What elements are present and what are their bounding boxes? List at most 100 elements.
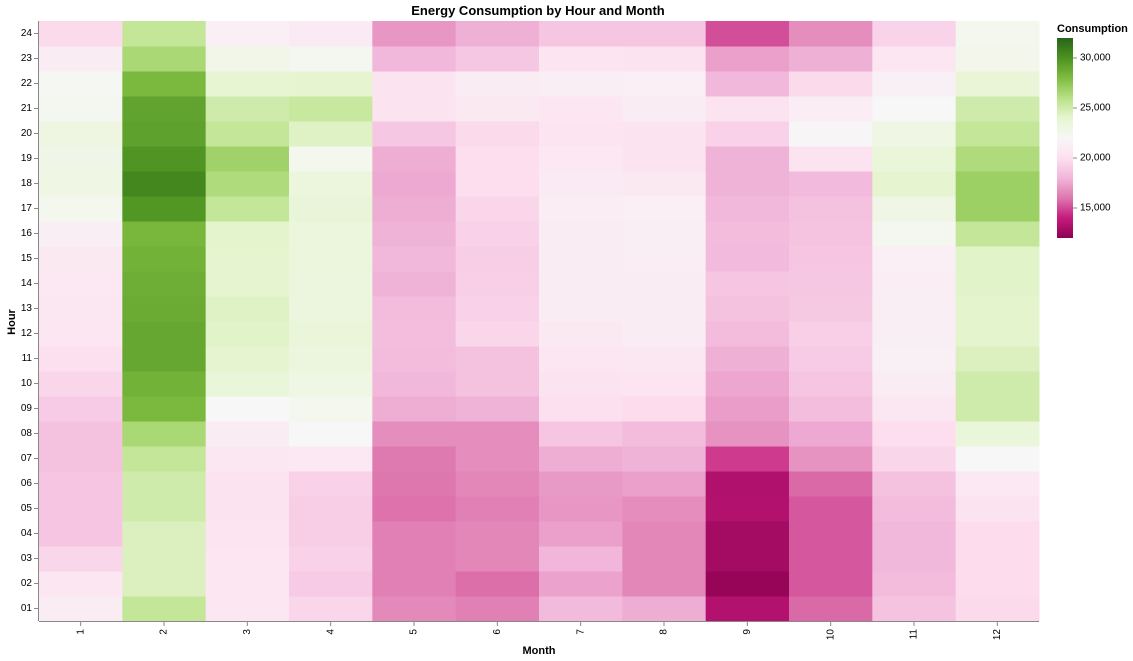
heatmap-cell <box>622 346 707 372</box>
heatmap-cell <box>955 271 1040 297</box>
heatmap-cell <box>622 21 707 47</box>
heatmap-cell <box>622 196 707 222</box>
heatmap-cell <box>372 521 457 547</box>
y-tick-label: 22 <box>21 78 33 89</box>
y-tick-label: 16 <box>21 228 33 239</box>
heatmap-cell <box>289 596 373 622</box>
y-tick-label: 02 <box>21 578 33 589</box>
x-tick-label: 12 <box>992 629 1003 641</box>
heatmap-cell <box>622 171 707 197</box>
heatmap-cell <box>955 246 1040 272</box>
heatmap-cell <box>872 96 957 122</box>
heatmap-cell <box>789 196 873 222</box>
heatmap-cell <box>289 321 373 347</box>
heatmap-cell <box>789 21 873 47</box>
heatmap-cell <box>539 146 623 172</box>
x-tick-label: 2 <box>159 629 170 635</box>
heatmap-cell <box>372 546 457 572</box>
heatmap-cell <box>289 46 373 72</box>
heatmap-cell <box>872 596 957 622</box>
y-tick-label: 04 <box>21 528 33 539</box>
x-tick-label: 1 <box>75 629 86 635</box>
heatmap-cell <box>872 346 957 372</box>
heatmap-cell <box>955 171 1040 197</box>
heatmap-cell <box>789 346 873 372</box>
heatmap-cell <box>955 146 1040 172</box>
heatmap-cell <box>872 171 957 197</box>
heatmap-cell <box>539 371 623 397</box>
heatmap-cell <box>205 346 290 372</box>
heatmap-cell <box>955 596 1040 622</box>
y-tick-label: 13 <box>21 303 33 314</box>
heatmap-cell <box>122 371 207 397</box>
heatmap-cell <box>789 496 873 522</box>
heatmap-cell <box>39 196 123 222</box>
heatmap-cell <box>205 121 290 147</box>
heatmap-cell <box>122 496 207 522</box>
heatmap-cell <box>39 96 123 122</box>
x-axis-title: Month <box>523 645 556 657</box>
heatmap-cell <box>872 521 957 547</box>
heatmap-cell <box>622 321 707 347</box>
heatmap-cell <box>39 396 123 422</box>
heatmap-cell <box>705 21 790 47</box>
heatmap-cell <box>872 221 957 247</box>
y-tick-label: 14 <box>21 278 33 289</box>
y-tick-label: 15 <box>21 253 33 264</box>
heatmap-cell <box>622 121 707 147</box>
heatmap-cell <box>789 296 873 322</box>
heatmap-cell <box>539 346 623 372</box>
heatmap-cell <box>205 371 290 397</box>
heatmap-cell <box>872 21 957 47</box>
heatmap-cell <box>455 71 540 97</box>
heatmap-cell <box>39 171 123 197</box>
heatmap-cell <box>289 571 373 597</box>
heatmap-cell <box>205 321 290 347</box>
heatmap-cell <box>955 546 1040 572</box>
heatmap-cell <box>955 371 1040 397</box>
heatmap-cell <box>122 171 207 197</box>
heatmap-cell <box>372 121 457 147</box>
heatmap-cell <box>622 146 707 172</box>
heatmap-cell <box>205 571 290 597</box>
heatmap-cell <box>289 446 373 472</box>
heatmap-cell <box>455 146 540 172</box>
heatmap-cell <box>705 546 790 572</box>
x-tick-label: 10 <box>825 629 836 641</box>
heatmap-cell <box>122 346 207 372</box>
heatmap-cell <box>372 496 457 522</box>
heatmap-cell <box>705 446 790 472</box>
y-tick-label: 10 <box>21 378 33 389</box>
heatmap-cell <box>122 296 207 322</box>
heatmap-cell <box>705 396 790 422</box>
x-tick-label: 8 <box>659 629 670 635</box>
heatmap-cell <box>705 521 790 547</box>
x-tick-label: 11 <box>909 629 920 640</box>
heatmap-cell <box>455 371 540 397</box>
heatmap-cell <box>955 471 1040 497</box>
y-tick-label: 06 <box>21 478 33 489</box>
legend-tick-label: 30,000 <box>1080 53 1111 64</box>
heatmap-cell <box>455 396 540 422</box>
heatmap-cell <box>789 46 873 72</box>
heatmap-cell <box>705 421 790 447</box>
heatmap-cell <box>289 421 373 447</box>
heatmap-cell <box>789 546 873 572</box>
heatmap-cell <box>455 571 540 597</box>
heatmap-cell <box>705 271 790 297</box>
heatmap-cell <box>122 471 207 497</box>
heatmap-cell <box>955 571 1040 597</box>
heatmap-cell <box>289 521 373 547</box>
heatmap-cell <box>955 521 1040 547</box>
legend-tick-label: 15,000 <box>1080 203 1111 214</box>
y-tick-label: 11 <box>22 353 33 364</box>
heatmap-cell <box>705 196 790 222</box>
heatmap-cell <box>455 521 540 547</box>
heatmap-cell <box>539 221 623 247</box>
x-tick-label: 3 <box>242 629 253 635</box>
heatmap-cell <box>289 21 373 47</box>
heatmap-cell <box>539 71 623 97</box>
heatmap-cell <box>122 271 207 297</box>
heatmap-cell <box>372 471 457 497</box>
heatmap-cell <box>622 221 707 247</box>
